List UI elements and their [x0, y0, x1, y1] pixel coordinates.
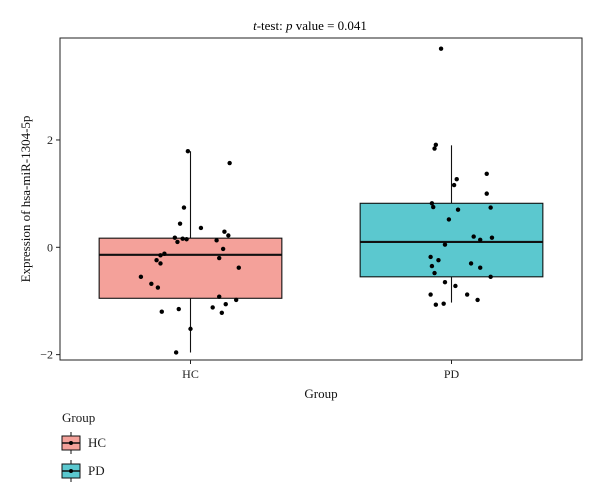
y-tick-label: 0 [47, 240, 53, 254]
pd-data-point [454, 176, 459, 182]
hc-data-point [155, 285, 161, 290]
y-axis-title: Expression of hsa-miR-1304-5p [18, 116, 33, 283]
hc-data-point [219, 310, 225, 315]
hc-data-point [223, 301, 228, 307]
pd-data-point [436, 257, 441, 263]
pd-data-point [478, 237, 483, 242]
hc-box [98, 237, 283, 299]
pd-data-point [433, 142, 439, 147]
x-axis-title: Group [304, 386, 337, 401]
pd-data-point [484, 191, 489, 196]
pd-data-point [451, 182, 457, 188]
pd-data-point [432, 146, 437, 151]
pd-data-point [432, 270, 437, 276]
y-tick-label: 2 [47, 133, 53, 147]
pd-data-point [455, 207, 461, 212]
pd-box [359, 202, 544, 278]
pd-data-point [475, 297, 480, 303]
hc-data-point [175, 239, 180, 245]
pd-data-point [488, 274, 493, 280]
pd-data-point [429, 263, 435, 269]
hc-data-point [188, 326, 193, 332]
hc-data-point [154, 257, 159, 263]
hc-data-point [227, 160, 232, 166]
hc-data-point [158, 253, 163, 258]
y-tick-label: −2 [40, 348, 53, 362]
hc-data-point [217, 255, 222, 261]
hc-data-point [158, 261, 163, 266]
pd-data-point [464, 292, 470, 297]
pd-data-point [478, 265, 483, 270]
pd-data-point [468, 261, 474, 266]
pd-data-point [446, 217, 452, 222]
hc-data-point [226, 233, 231, 238]
hc-data-point [198, 225, 204, 231]
pd-data-point [442, 242, 448, 247]
hc-data-point [210, 305, 215, 310]
hc-data-point [222, 229, 227, 234]
pd-data-point [428, 292, 433, 297]
pd-data-point [429, 201, 435, 206]
hc-data-point [162, 251, 167, 256]
legend-key-swatch [60, 432, 82, 454]
pd-data-point [441, 301, 446, 306]
hc-data-point [173, 350, 179, 355]
pd-data-point [471, 234, 476, 239]
hc-data-point [138, 274, 144, 280]
legend-item-pd: PD [60, 460, 106, 482]
legend-item-label: HC [88, 435, 107, 450]
pd-data-point [428, 254, 433, 260]
x-tick-label: HC [182, 367, 199, 381]
hc-data-point [217, 294, 222, 299]
hc-data-point [159, 309, 164, 314]
hc-data-point [180, 236, 185, 241]
legend-item-hc: HC [60, 432, 106, 454]
hc-data-point [233, 297, 239, 303]
hc-data-point [176, 306, 181, 312]
pd-data-point [453, 283, 458, 289]
legend-item-label: PD [88, 463, 105, 478]
hc-data-point [184, 237, 189, 242]
hc-data-point [185, 149, 191, 154]
hc-data-point [177, 221, 183, 226]
legend-key-swatch [60, 460, 82, 482]
legend-title: Group [62, 410, 96, 425]
pd-data-point [442, 279, 448, 285]
pd-data-point [438, 46, 444, 51]
x-tick-label: PD [444, 367, 460, 381]
pd-data-point [431, 204, 436, 210]
chart-title: t-test: p value = 0.041 [253, 18, 367, 33]
hc-data-point [220, 246, 226, 252]
hc-data-point [181, 205, 187, 210]
hc-data-point [149, 281, 154, 286]
hc-data-point [214, 238, 219, 243]
pd-data-point [489, 235, 495, 240]
pd-data-point [433, 302, 439, 307]
hc-data-point [172, 235, 178, 240]
pd-data-point [484, 171, 489, 176]
legend: Group HC PD [60, 410, 106, 488]
hc-data-point [236, 265, 241, 270]
pd-data-point [488, 205, 493, 210]
plot-panel-border [59, 37, 583, 361]
legend-items: HC PD [60, 432, 106, 482]
